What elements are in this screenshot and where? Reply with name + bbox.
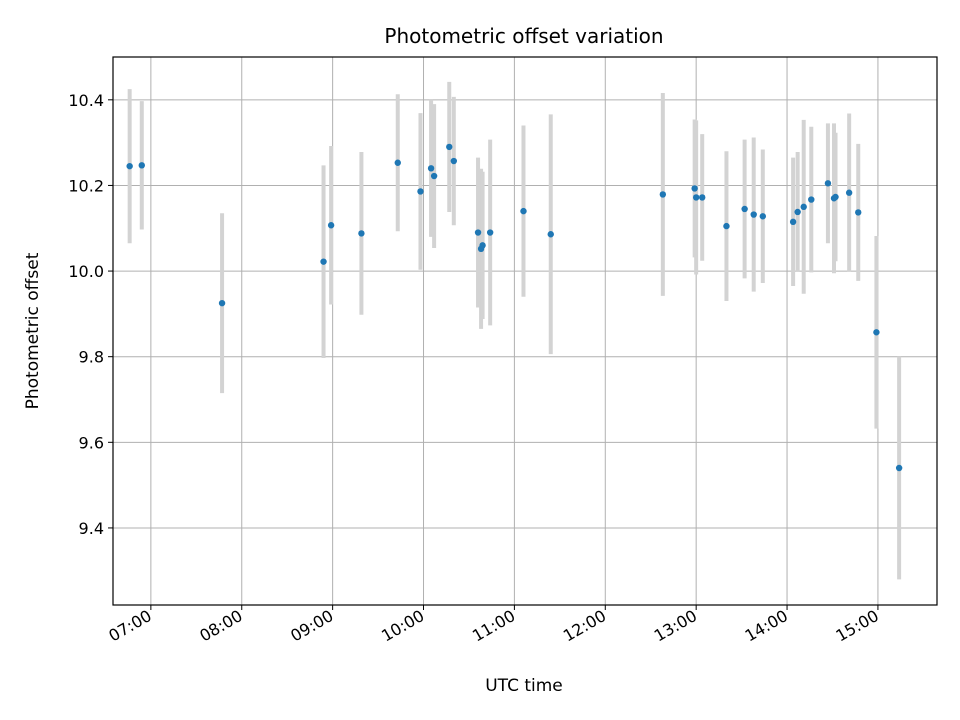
y-tick-label: 10.2	[68, 176, 104, 195]
data-point	[358, 230, 365, 237]
data-point	[759, 213, 767, 220]
data-point	[474, 229, 482, 236]
data-point	[832, 193, 839, 201]
data-point	[789, 218, 797, 226]
data-point	[855, 209, 862, 216]
data-point	[824, 180, 832, 187]
data-point	[430, 172, 438, 180]
data-point	[659, 191, 667, 198]
data-point	[547, 231, 554, 238]
y-tick-label: 10.4	[68, 91, 104, 110]
data-point	[808, 196, 815, 203]
data-point	[873, 329, 880, 336]
data-point	[486, 229, 494, 236]
data-point	[699, 194, 706, 201]
y-tick-label: 9.6	[79, 433, 104, 452]
y-axis-title: Photometric offset	[23, 252, 43, 409]
data-point	[327, 222, 335, 229]
data-point	[794, 208, 801, 216]
data-point	[417, 188, 424, 195]
data-point	[446, 143, 453, 151]
plot-area-frame	[112, 56, 938, 606]
data-point	[320, 258, 327, 265]
data-point	[692, 194, 700, 201]
y-axis-ticks: 9.4 9.6 9.8 10.0 10.2 10.4	[68, 91, 113, 538]
data-points	[126, 143, 903, 472]
y-tick-label: 10.0	[68, 262, 104, 281]
data-point	[750, 211, 757, 218]
data-point	[126, 162, 133, 170]
data-point	[691, 185, 698, 192]
data-point	[520, 207, 527, 215]
y-tick-label: 9.8	[79, 348, 104, 367]
y-tick-label: 9.4	[79, 519, 104, 538]
data-point	[218, 299, 226, 307]
data-point	[479, 242, 486, 249]
data-point	[427, 165, 435, 172]
data-point	[723, 222, 730, 230]
data-point	[800, 203, 807, 211]
data-point	[394, 159, 401, 166]
data-point	[895, 464, 903, 472]
data-point	[138, 162, 145, 169]
data-point	[845, 189, 853, 196]
x-axis-title: UTC time	[485, 676, 563, 696]
chart-title: Photometric offset variation	[384, 24, 663, 48]
data-point	[450, 157, 458, 165]
data-point	[741, 205, 748, 213]
